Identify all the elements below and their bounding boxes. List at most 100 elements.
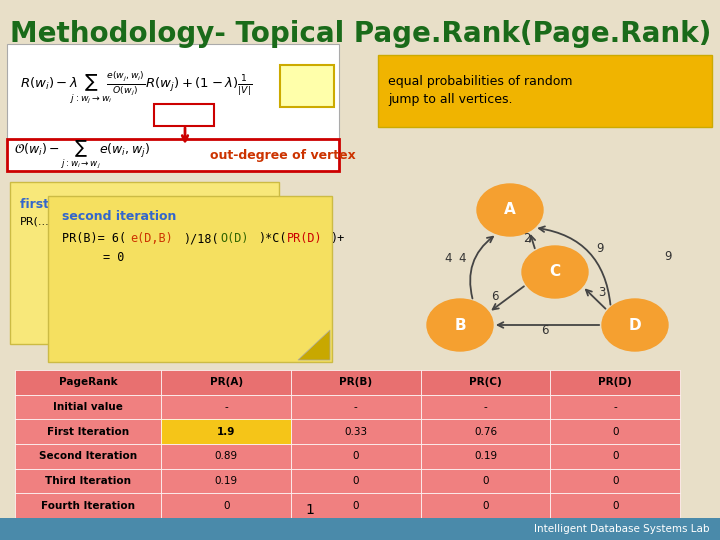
Text: -: - bbox=[613, 402, 617, 412]
FancyBboxPatch shape bbox=[161, 494, 291, 518]
FancyBboxPatch shape bbox=[620, 457, 715, 517]
Text: second iteration: second iteration bbox=[62, 210, 176, 223]
Text: 0: 0 bbox=[353, 476, 359, 486]
Text: 0.19: 0.19 bbox=[215, 476, 238, 486]
Text: 0: 0 bbox=[612, 427, 618, 437]
FancyBboxPatch shape bbox=[7, 139, 339, 171]
FancyBboxPatch shape bbox=[291, 469, 420, 494]
Text: $R(w_i) - \lambda \!\!\!\sum_{j:w_j \to w_i}\!\! \frac{e(w_j,w_i)}{O(w_j)} R(w_j: $R(w_i) - \lambda \!\!\!\sum_{j:w_j \to … bbox=[20, 70, 252, 105]
Text: 0: 0 bbox=[482, 501, 489, 511]
FancyBboxPatch shape bbox=[15, 420, 161, 444]
Text: D: D bbox=[629, 318, 642, 333]
FancyBboxPatch shape bbox=[48, 196, 332, 362]
Text: equal probabilities of random
jump to all vertices.: equal probabilities of random jump to al… bbox=[388, 75, 572, 105]
Text: $\mathcal{O}(w_i) - \sum_{j:w_i \to w_j} e(w_i, w_j)$: $\mathcal{O}(w_i) - \sum_{j:w_i \to w_j}… bbox=[14, 139, 150, 171]
Text: B: B bbox=[454, 318, 466, 333]
FancyBboxPatch shape bbox=[550, 494, 680, 518]
Text: 3: 3 bbox=[598, 286, 606, 299]
Text: 0.89: 0.89 bbox=[215, 451, 238, 461]
FancyBboxPatch shape bbox=[420, 469, 550, 494]
Text: 0: 0 bbox=[482, 476, 489, 486]
FancyBboxPatch shape bbox=[550, 395, 680, 420]
Text: 4: 4 bbox=[444, 252, 451, 265]
FancyBboxPatch shape bbox=[291, 420, 420, 444]
Text: O(D): O(D) bbox=[220, 232, 248, 245]
FancyBboxPatch shape bbox=[550, 469, 680, 494]
Text: -: - bbox=[224, 402, 228, 412]
FancyBboxPatch shape bbox=[15, 494, 161, 518]
FancyBboxPatch shape bbox=[161, 444, 291, 469]
Text: = 0: = 0 bbox=[103, 251, 125, 264]
Text: Third Iteration: Third Iteration bbox=[45, 476, 131, 486]
FancyBboxPatch shape bbox=[15, 469, 161, 494]
FancyBboxPatch shape bbox=[550, 370, 680, 395]
Text: PR(C): PR(C) bbox=[469, 377, 502, 387]
Text: 9: 9 bbox=[665, 249, 672, 262]
Ellipse shape bbox=[427, 299, 493, 351]
Text: first iteration: first iteration bbox=[20, 198, 114, 211]
Ellipse shape bbox=[602, 299, 668, 351]
FancyBboxPatch shape bbox=[291, 494, 420, 518]
Text: e(D,B): e(D,B) bbox=[130, 232, 173, 245]
FancyBboxPatch shape bbox=[420, 494, 550, 518]
Text: )/18(: )/18( bbox=[183, 232, 219, 245]
Text: PR(B)= 6(: PR(B)= 6( bbox=[62, 232, 126, 245]
FancyBboxPatch shape bbox=[291, 395, 420, 420]
Text: 1.9: 1.9 bbox=[217, 427, 235, 437]
FancyBboxPatch shape bbox=[420, 370, 550, 395]
FancyBboxPatch shape bbox=[420, 444, 550, 469]
FancyBboxPatch shape bbox=[280, 65, 334, 107]
FancyBboxPatch shape bbox=[10, 182, 279, 344]
FancyBboxPatch shape bbox=[291, 370, 420, 395]
FancyBboxPatch shape bbox=[420, 420, 550, 444]
Text: 0.33: 0.33 bbox=[344, 427, 367, 437]
FancyBboxPatch shape bbox=[161, 370, 291, 395]
FancyBboxPatch shape bbox=[0, 518, 720, 540]
FancyBboxPatch shape bbox=[161, 395, 291, 420]
Text: 9: 9 bbox=[596, 241, 604, 254]
FancyBboxPatch shape bbox=[550, 420, 680, 444]
Text: C: C bbox=[549, 265, 561, 280]
Text: Second Iteration: Second Iteration bbox=[39, 451, 138, 461]
Text: 1: 1 bbox=[305, 503, 315, 517]
Text: )*C(: )*C( bbox=[258, 232, 287, 245]
Text: 0: 0 bbox=[612, 451, 618, 461]
FancyBboxPatch shape bbox=[15, 444, 161, 469]
Polygon shape bbox=[298, 330, 330, 360]
FancyBboxPatch shape bbox=[291, 444, 420, 469]
Text: 6: 6 bbox=[491, 289, 499, 302]
Text: 0: 0 bbox=[612, 476, 618, 486]
Text: A: A bbox=[504, 202, 516, 218]
Text: PR(...: PR(... bbox=[20, 216, 50, 226]
Text: 0: 0 bbox=[353, 451, 359, 461]
Text: -: - bbox=[484, 402, 487, 412]
FancyBboxPatch shape bbox=[161, 469, 291, 494]
FancyBboxPatch shape bbox=[420, 395, 550, 420]
Text: PageRank: PageRank bbox=[59, 377, 117, 387]
Text: Intelligent Database Systems Lab: Intelligent Database Systems Lab bbox=[534, 524, 710, 534]
Text: 6: 6 bbox=[541, 323, 549, 336]
Text: First Iteration: First Iteration bbox=[47, 427, 129, 437]
Text: PR(B): PR(B) bbox=[339, 377, 372, 387]
Text: Fourth Iteration: Fourth Iteration bbox=[41, 501, 135, 511]
Text: 2: 2 bbox=[523, 232, 531, 245]
FancyBboxPatch shape bbox=[550, 444, 680, 469]
Text: 0: 0 bbox=[223, 501, 230, 511]
Text: 4: 4 bbox=[458, 252, 466, 265]
FancyBboxPatch shape bbox=[7, 44, 339, 141]
FancyBboxPatch shape bbox=[161, 420, 291, 444]
Text: PR(A): PR(A) bbox=[210, 377, 243, 387]
Text: Initial value: Initial value bbox=[53, 402, 123, 412]
Text: Methodology- Topical Page.Rank(Page.Rank): Methodology- Topical Page.Rank(Page.Rank… bbox=[10, 20, 711, 48]
Text: 0.76: 0.76 bbox=[474, 427, 497, 437]
FancyBboxPatch shape bbox=[15, 395, 161, 420]
Ellipse shape bbox=[522, 246, 588, 298]
Text: )+: )+ bbox=[330, 232, 344, 245]
Text: -: - bbox=[354, 402, 358, 412]
FancyBboxPatch shape bbox=[378, 55, 712, 127]
Text: PR(D): PR(D) bbox=[598, 377, 632, 387]
Text: PR(D): PR(D) bbox=[287, 232, 323, 245]
Text: 0: 0 bbox=[353, 501, 359, 511]
FancyBboxPatch shape bbox=[15, 370, 161, 395]
Text: out-degree of vertex: out-degree of vertex bbox=[210, 148, 356, 161]
